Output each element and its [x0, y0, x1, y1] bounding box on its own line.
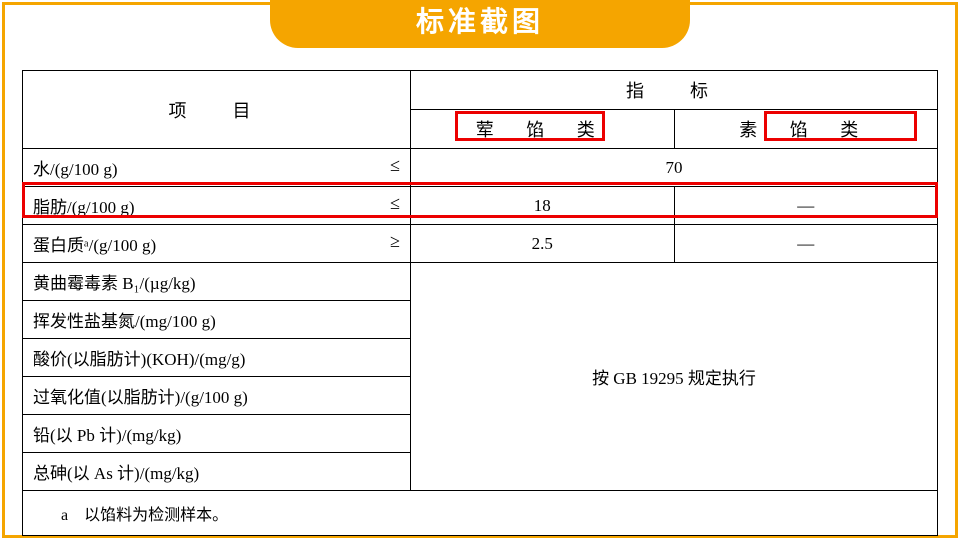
footnote-row: a 以馅料为检测样本。	[23, 491, 938, 536]
op-protein: ≥	[390, 231, 400, 252]
label-fat: 脂肪/(g/100 g) ≤	[23, 187, 411, 225]
group-label-3: 过氧化值(以脂肪计)/(g/100 g)	[23, 377, 411, 415]
group-label-5: 总砷(以 As 计)/(mg/kg)	[23, 453, 411, 491]
group-note: 按 GB 19295 规定执行	[411, 263, 938, 491]
label-water-text: 水/(g/100 g)	[33, 160, 118, 179]
group-label-4: 铅(以 Pb 计)/(mg/kg)	[23, 415, 411, 453]
subhdr-veg-text: 素 馅 类	[739, 120, 872, 140]
group-label-1: 挥发性盐基氮/(mg/100 g)	[23, 301, 411, 339]
col-header-spec: 指 标	[411, 71, 938, 110]
op-water: ≤	[390, 155, 400, 176]
group-row-0: 黄曲霉毒素 B₁/(µg/kg) 按 GB 19295 规定执行	[23, 263, 938, 301]
title-tab: 标准截图	[270, 0, 690, 48]
val-fat-2: —	[674, 187, 938, 225]
label-fat-text: 脂肪/(g/100 g)	[33, 198, 135, 217]
label-water: 水/(g/100 g) ≤	[23, 149, 411, 187]
header-row-1: 项 目 指 标	[23, 71, 938, 110]
op-fat: ≤	[390, 193, 400, 214]
spec-table: 项 目 指 标 荤 馅 类 素 馅 类 水/(g/100 g) ≤ 70 脂肪/…	[22, 70, 938, 536]
label-protein-text: 蛋白质ᵃ/(g/100 g)	[33, 236, 156, 255]
row-water: 水/(g/100 g) ≤ 70	[23, 149, 938, 187]
label-protein: 蛋白质ᵃ/(g/100 g) ≥	[23, 225, 411, 263]
subhdr-veg: 素 馅 类	[674, 110, 938, 149]
footnote: a 以馅料为检测样本。	[23, 491, 938, 536]
group-label-2: 酸价(以脂肪计)(KOH)/(mg/g)	[23, 339, 411, 377]
val-protein-1: 2.5	[411, 225, 675, 263]
group-label-0: 黄曲霉毒素 B₁/(µg/kg)	[23, 263, 411, 301]
row-fat: 脂肪/(g/100 g) ≤ 18 —	[23, 187, 938, 225]
subhdr-meat-text: 荤 馅 类	[476, 120, 609, 140]
val-water: 70	[411, 149, 938, 187]
tab-label: 标准截图	[270, 0, 690, 44]
subhdr-meat: 荤 馅 类	[411, 110, 675, 149]
col-header-project: 项 目	[23, 71, 411, 149]
row-protein: 蛋白质ᵃ/(g/100 g) ≥ 2.5 —	[23, 225, 938, 263]
val-fat-1: 18	[411, 187, 675, 225]
val-protein-2: —	[674, 225, 938, 263]
